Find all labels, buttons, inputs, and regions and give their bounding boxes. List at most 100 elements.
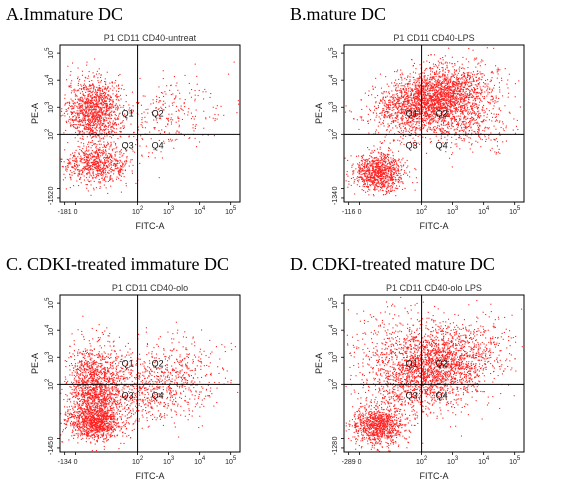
event-dot (414, 113, 416, 115)
event-dot (120, 88, 122, 90)
event-dot (108, 148, 110, 150)
event-dot (446, 81, 448, 83)
event-dot (375, 102, 377, 104)
event-dot (60, 161, 62, 163)
event-dot (452, 74, 454, 76)
event-dot (478, 104, 480, 106)
event-dot (70, 71, 72, 73)
event-dot (479, 65, 481, 67)
event-dot (443, 97, 445, 99)
event-dot (108, 169, 110, 171)
event-dot (386, 192, 388, 194)
event-dot (414, 101, 416, 103)
event-dot (409, 111, 411, 113)
event-dot (390, 123, 392, 125)
event-dot (436, 93, 438, 95)
event-dot (430, 98, 432, 100)
event-dot (385, 193, 387, 195)
event-dot (81, 118, 83, 120)
event-dot (124, 165, 126, 167)
event-dot (443, 97, 445, 99)
event-dot (216, 105, 218, 107)
event-dot (403, 109, 405, 111)
event-dot (91, 150, 93, 152)
event-dot (393, 99, 395, 101)
event-dot (125, 162, 127, 164)
event-dot (97, 111, 99, 113)
event-dot (122, 172, 124, 174)
event-dot (456, 92, 458, 94)
event-dot (478, 77, 480, 79)
event-dot (447, 94, 449, 96)
event-dot (105, 87, 107, 89)
event-dot (136, 139, 138, 141)
event-dot (361, 116, 363, 118)
event-dot (105, 97, 107, 99)
event-dot (479, 86, 481, 88)
event-dot (375, 116, 377, 118)
event-dot (100, 155, 102, 157)
event-dot (103, 144, 105, 146)
event-dot (429, 78, 431, 80)
event-dot (107, 132, 109, 134)
event-dot (95, 167, 97, 169)
event-dot (476, 123, 478, 125)
event-dot (109, 114, 111, 116)
event-dot (422, 105, 424, 107)
event-dot (360, 117, 362, 119)
event-dot (460, 105, 462, 107)
event-dot (405, 135, 407, 137)
event-dot (74, 152, 76, 154)
event-dot (457, 83, 459, 85)
event-dot (434, 93, 436, 95)
event-dot (112, 130, 114, 132)
event-dot (84, 108, 86, 110)
event-dot (469, 96, 471, 98)
event-dot (88, 160, 90, 162)
event-dot (392, 120, 394, 122)
event-dot (484, 83, 486, 85)
event-dot (441, 100, 443, 102)
event-dot (70, 92, 72, 94)
event-dot (397, 165, 399, 167)
event-dot (80, 155, 82, 157)
event-dot (443, 88, 445, 90)
event-dot (448, 84, 450, 86)
event-dot (83, 110, 85, 112)
event-dot (441, 97, 443, 99)
event-dot (125, 142, 127, 144)
event-dot (393, 94, 395, 96)
event-dot (448, 70, 450, 72)
event-dot (441, 93, 443, 95)
event-dot (158, 130, 160, 132)
event-dot (103, 123, 105, 125)
event-dot (431, 107, 433, 109)
event-dot (381, 175, 383, 177)
event-dot (367, 113, 369, 115)
event-dot (69, 85, 71, 87)
event-dot (111, 110, 113, 112)
event-dot (375, 112, 377, 114)
event-dot (468, 85, 470, 87)
event-dot (423, 87, 425, 89)
event-dot (410, 92, 412, 94)
event-dot (56, 178, 57, 179)
event-dot (110, 164, 112, 166)
quadrant-label: Q2 (152, 108, 164, 118)
event-dot (439, 114, 441, 116)
event-dot (441, 127, 443, 129)
event-dot (400, 133, 402, 135)
event-dot (427, 114, 429, 116)
event-dot (88, 99, 90, 101)
event-dot (460, 78, 462, 80)
event-dot (416, 105, 418, 107)
event-dot (108, 109, 110, 111)
event-dot (100, 166, 102, 168)
event-dot (93, 164, 95, 166)
event-dot (90, 165, 92, 167)
event-dot (459, 96, 461, 98)
event-dot (384, 183, 386, 185)
event-dot (441, 67, 443, 69)
event-dot (385, 111, 387, 113)
event-dot (409, 131, 411, 133)
